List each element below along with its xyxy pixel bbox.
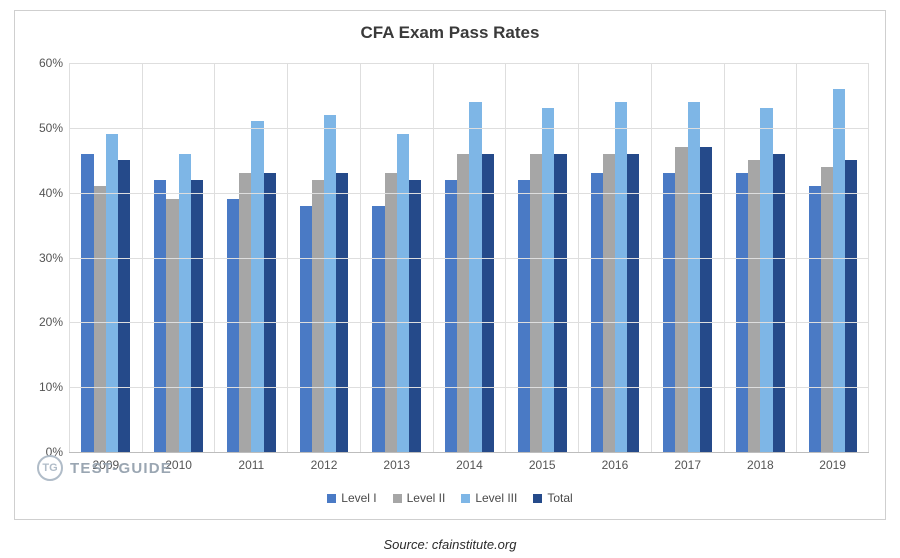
bar [457,154,469,452]
bar [312,180,324,452]
gridline [69,322,869,323]
logo-text: TEST-GUIDE [70,460,172,477]
y-axis-label: 40% [29,186,63,200]
legend-label: Level I [341,491,376,505]
bar [300,206,312,452]
source-citation: Source: cfainstitute.org [0,537,900,552]
legend-item: Total [533,491,572,505]
y-axis-label: 30% [29,251,63,265]
gridline [69,258,869,259]
bar [94,186,106,452]
legend-swatch-icon [327,494,336,503]
bar [542,108,554,452]
logo-badge-icon: TG [37,455,63,481]
bar [833,89,845,452]
gridline [69,128,869,129]
bar [591,173,603,452]
bar [688,102,700,452]
plot-area: 2009201020112012201320142015201620172018… [69,63,869,453]
bar [397,134,409,452]
bar [372,206,384,452]
legend-swatch-icon [533,494,542,503]
bar [154,180,166,452]
bar [239,173,251,452]
bar [166,199,178,452]
legend-swatch-icon [461,494,470,503]
bar [81,154,93,452]
bar [264,173,276,452]
y-axis-label: 50% [29,121,63,135]
bar [760,108,772,452]
y-axis-label: 60% [29,56,63,70]
bar [191,180,203,452]
bar [518,180,530,452]
bar [821,167,833,452]
x-axis-label: 2011 [215,458,287,472]
legend-label: Level II [407,491,446,505]
bar [324,115,336,452]
bar [663,173,675,452]
legend-item: Level II [393,491,446,505]
bar [627,154,639,452]
bar [773,154,785,452]
bar [530,154,542,452]
y-axis-label: 10% [29,380,63,394]
y-axis-label: 20% [29,315,63,329]
bar [554,154,566,452]
bar [615,102,627,452]
bar [118,160,130,452]
bar [251,121,263,452]
bar [409,180,421,452]
bar [809,186,821,452]
x-axis-label: 2017 [652,458,724,472]
bar [469,102,481,452]
bar [227,199,239,452]
x-axis-label: 2018 [725,458,797,472]
bar [385,173,397,452]
chart-frame: CFA Exam Pass Rates 20092010201120122013… [14,10,886,520]
x-axis-label: 2016 [579,458,651,472]
x-axis-label: 2019 [797,458,868,472]
legend-label: Total [547,491,572,505]
bar [179,154,191,452]
x-axis-label: 2014 [434,458,506,472]
gridline [69,193,869,194]
bar [845,160,857,452]
brand-logo: TG TEST-GUIDE [37,455,172,481]
chart-title: CFA Exam Pass Rates [15,23,885,43]
gridline [69,63,869,64]
legend-item: Level I [327,491,376,505]
bar [106,134,118,452]
bar [482,154,494,452]
x-axis-label: 2012 [288,458,360,472]
legend-item: Level III [461,491,517,505]
bar [336,173,348,452]
bar [748,160,760,452]
bar [603,154,615,452]
legend-swatch-icon [393,494,402,503]
x-axis-label: 2013 [361,458,433,472]
legend: Level I Level II Level III Total [15,491,885,505]
bar [445,180,457,452]
legend-label: Level III [475,491,517,505]
bar [736,173,748,452]
gridline [69,387,869,388]
x-axis-label: 2015 [506,458,578,472]
